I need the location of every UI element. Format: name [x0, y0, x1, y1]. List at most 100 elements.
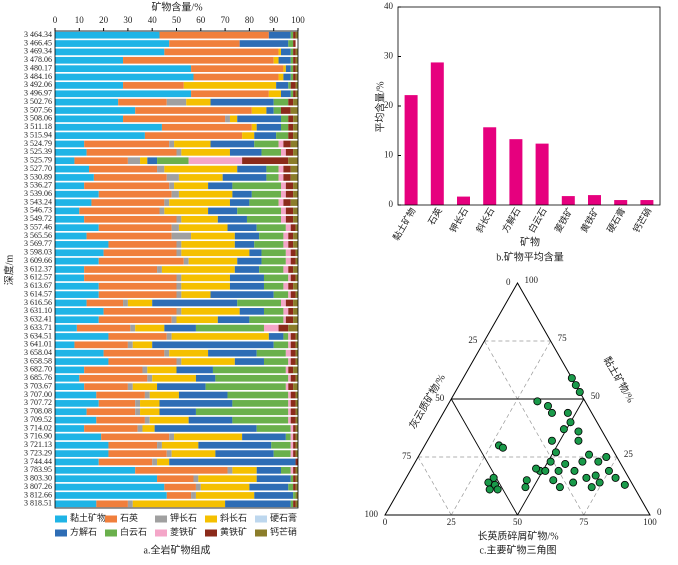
bar-segment — [210, 140, 255, 148]
legend-label: 黄铁矿 — [220, 526, 247, 537]
bar-segment — [278, 140, 284, 148]
bar-segment — [215, 450, 274, 457]
bar-segment — [55, 165, 90, 173]
left-tick-label: 0 — [506, 277, 511, 287]
bar-segment — [293, 40, 296, 47]
bar-segment — [55, 266, 85, 273]
bar-segment — [176, 316, 218, 324]
x-tick-label: 100 — [291, 15, 305, 25]
bar-segment — [181, 274, 230, 282]
bar-segment — [295, 56, 298, 64]
bar-segment — [288, 307, 294, 315]
bar-segment — [295, 257, 298, 265]
bar-segment — [161, 441, 199, 449]
bar-segment — [285, 65, 291, 73]
bar-segment — [290, 224, 296, 232]
bar-segment — [290, 174, 298, 181]
bar-segment — [93, 174, 167, 181]
bar-segment — [283, 241, 289, 248]
bar-segment — [263, 274, 289, 282]
bar-segment — [127, 341, 133, 349]
bar-segment — [55, 148, 87, 156]
bar-segment — [55, 458, 99, 466]
bar-segment — [263, 282, 284, 290]
c-bottom-label: 长英质碎屑矿物/% — [477, 529, 558, 542]
bar-segment — [290, 257, 296, 265]
bar-segment — [169, 349, 209, 357]
bar-segment — [293, 132, 298, 139]
y-tick-label: 3 716.90 — [24, 432, 52, 441]
bar-segment — [166, 450, 172, 457]
bar-segment — [290, 391, 296, 399]
bar-segment — [188, 257, 238, 265]
y-tick-label: 3 682.70 — [24, 365, 52, 374]
legend-swatch — [55, 515, 67, 523]
bar-segment — [285, 257, 291, 265]
x-tick-label: 0 — [53, 15, 58, 25]
bar-segment — [55, 274, 85, 282]
y-tick-label: 3 818.51 — [24, 499, 52, 508]
bar-segment — [164, 48, 279, 56]
right-tick-label: 25 — [624, 449, 634, 459]
bar-segment — [293, 56, 296, 64]
point — [567, 374, 576, 383]
bar-segment — [254, 132, 277, 139]
bar — [509, 139, 523, 205]
bar-segment — [288, 408, 291, 416]
bar-segment — [229, 148, 262, 156]
bar-segment — [74, 341, 128, 349]
bar-segment — [127, 383, 133, 391]
bar-segment — [55, 257, 99, 265]
bar-segment — [193, 475, 199, 483]
bar-segment — [273, 98, 289, 106]
bar-segment — [101, 433, 170, 441]
bar-segment — [181, 249, 250, 257]
y-tick-label: 3 812.66 — [24, 490, 52, 499]
bar-segment — [273, 450, 291, 457]
bar-segment — [181, 291, 211, 298]
bar-segment — [232, 400, 289, 407]
bar-segment — [293, 466, 296, 474]
point — [611, 473, 620, 482]
grid-line — [450, 398, 518, 516]
bar-segment — [232, 190, 252, 198]
bar-segment — [103, 249, 177, 257]
bar-segment — [290, 408, 296, 416]
bar — [404, 95, 418, 205]
bar-segment — [293, 492, 296, 499]
bar-segment — [290, 466, 294, 474]
bar-segment — [293, 115, 298, 123]
bar-segment — [290, 291, 296, 298]
bar-segment — [276, 82, 289, 89]
bar-segment — [169, 140, 175, 148]
bar-segment — [188, 416, 233, 424]
bar-segment — [55, 475, 158, 483]
bar-segment — [283, 140, 291, 148]
y-tick-label: 3 478.06 — [24, 55, 52, 64]
b-xlabel: 矿物 — [520, 235, 540, 248]
bar-segment — [266, 165, 279, 173]
y-tick-label: 3 613.67 — [24, 281, 52, 290]
bar-segment — [290, 274, 296, 282]
bar-segment — [249, 199, 279, 206]
bar-segment — [147, 366, 177, 374]
a-title: 矿物含量/% — [151, 0, 202, 13]
bar-segment — [186, 98, 211, 106]
bar-segment — [280, 207, 286, 215]
bar-segment — [215, 374, 289, 382]
y-tick-label: 3 658.58 — [24, 356, 52, 365]
bar-segment — [200, 483, 250, 491]
point — [498, 443, 507, 452]
a-ylabel: 深度/m — [2, 255, 15, 286]
y-tick-label: 3 641.01 — [24, 340, 52, 349]
bar-segment — [169, 182, 175, 190]
y-tick-label: 20 — [384, 100, 394, 110]
bar-segment — [293, 366, 298, 374]
bar-segment — [55, 82, 124, 89]
bar-segment — [290, 475, 294, 483]
bar-segment — [261, 249, 286, 257]
bar-segment — [98, 291, 177, 298]
y-tick-label: 3 525.79 — [24, 156, 52, 165]
bar-segment — [288, 391, 291, 399]
bar-segment — [171, 224, 179, 232]
